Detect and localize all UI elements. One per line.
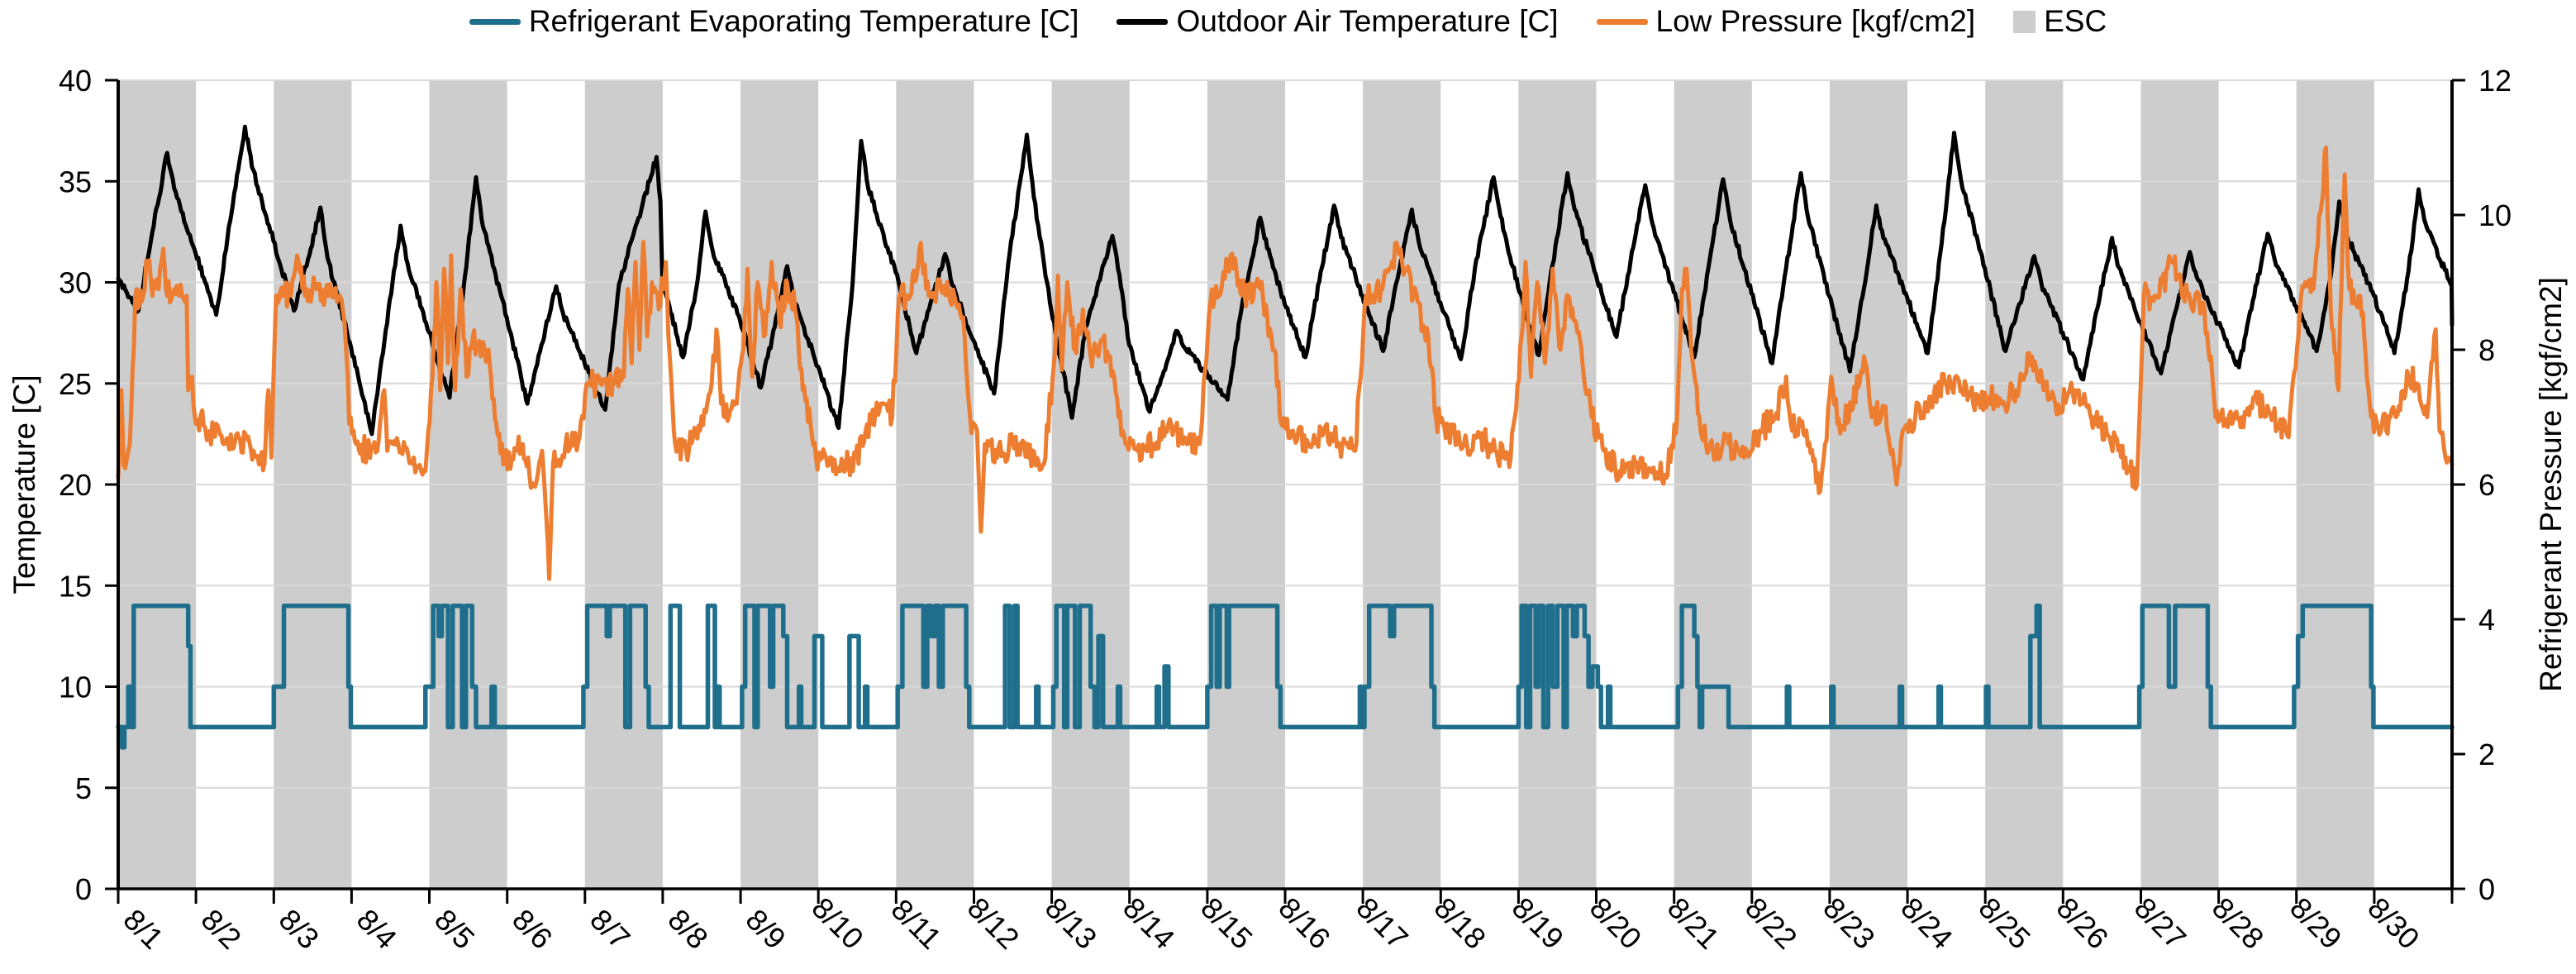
x-tick-label: 8/23 — [1817, 890, 1882, 956]
x-tick-label: 8/13 — [1039, 890, 1104, 956]
y-right-tick-label: 0 — [2478, 872, 2495, 906]
y-axis-title-right: Refrigerant Pressure [kgf/cm2] — [2534, 277, 2568, 692]
x-tick-label: 8/19 — [1506, 890, 1571, 956]
y-axis-title-left: Temperature [C] — [7, 375, 41, 594]
legend-label: Low Pressure [kgf/cm2] — [1655, 4, 1976, 38]
x-tick-label: 8/14 — [1117, 890, 1182, 956]
x-tick-label: 8/17 — [1350, 890, 1415, 956]
y-left-tick-label: 10 — [59, 671, 92, 704]
esc-square-swatch-icon — [2013, 10, 2036, 33]
x-tick-label: 8/7 — [583, 902, 636, 955]
evaporating-temperature-line-swatch-icon — [469, 18, 521, 25]
x-tick-label: 8/29 — [2283, 890, 2349, 956]
y-left-tick-label: 20 — [59, 468, 92, 502]
legend-label: Outdoor Air Temperature [C] — [1176, 4, 1559, 38]
y-right-tick-label: 8 — [2478, 333, 2495, 367]
x-tick-label: 8/5 — [428, 902, 481, 955]
x-tick-label: 8/15 — [1194, 890, 1259, 956]
y-right-tick-label: 6 — [2478, 468, 2495, 502]
series-outdoor-air-temperature-c-line — [116, 124, 2455, 437]
x-tick-label: 8/21 — [1661, 890, 1726, 956]
x-tick-label: 8/30 — [2361, 890, 2426, 956]
outdoor-air-temperature-line-swatch-icon — [1117, 18, 1169, 25]
x-tick-label: 8/18 — [1428, 890, 1493, 956]
x-tick-label: 8/11 — [885, 892, 949, 956]
x-tick-label: 8/26 — [2050, 890, 2116, 956]
legend-item-outdoor-air-temperature: Outdoor Air Temperature [C] — [1117, 4, 1559, 39]
x-tick-label: 8/25 — [1972, 890, 2037, 956]
legend-item-evaporating-temperature: Refrigerant Evaporating Temperature [C] — [469, 4, 1079, 39]
chart-legend: Refrigerant Evaporating Temperature [C] … — [0, 2, 2576, 41]
x-tick-label: 8/28 — [2206, 890, 2271, 956]
x-tick-label: 8/12 — [961, 890, 1026, 956]
x-tick-label: 8/8 — [661, 902, 714, 955]
x-tick-label: 8/3 — [273, 902, 326, 955]
y-right-tick-label: 4 — [2478, 603, 2495, 637]
x-tick-label: 8/2 — [195, 902, 248, 955]
legend-item-low-pressure: Low Pressure [kgf/cm2] — [1596, 4, 1976, 39]
series-low-pressure-kgf-cm2-line — [116, 146, 2455, 581]
series-refrigerant-evaporating-temperature-c-line — [116, 603, 2455, 750]
x-tick-label: 8/9 — [740, 902, 793, 955]
y-left-tick-label: 0 — [75, 872, 92, 906]
y-right-tick-label: 12 — [2478, 64, 2512, 98]
x-tick-label: 8/4 — [350, 902, 403, 955]
legend-label: ESC — [2044, 4, 2107, 38]
y-left-tick-label: 5 — [75, 771, 92, 805]
x-tick-label: 8/10 — [805, 890, 870, 956]
y-right-tick-label: 2 — [2478, 738, 2495, 771]
x-tick-label: 8/27 — [2128, 890, 2193, 956]
x-tick-label: 8/1 — [117, 902, 169, 955]
x-tick-label: 8/16 — [1272, 890, 1337, 956]
y-right-tick-label: 10 — [2478, 198, 2512, 232]
y-left-tick-label: 40 — [59, 64, 92, 98]
x-tick-label: 8/22 — [1739, 890, 1804, 956]
x-tick-label: 8/20 — [1583, 890, 1649, 956]
y-left-tick-label: 25 — [59, 367, 92, 401]
y-left-tick-label: 15 — [59, 569, 92, 603]
y-left-tick-label: 30 — [59, 266, 92, 300]
x-tick-label: 8/24 — [1894, 890, 1959, 956]
legend-label: Refrigerant Evaporating Temperature [C] — [528, 4, 1079, 38]
legend-item-esc: ESC — [2013, 4, 2107, 39]
x-tick-label: 8/6 — [506, 902, 559, 955]
y-left-tick-label: 35 — [59, 165, 92, 198]
low-pressure-line-swatch-icon — [1596, 18, 1648, 25]
